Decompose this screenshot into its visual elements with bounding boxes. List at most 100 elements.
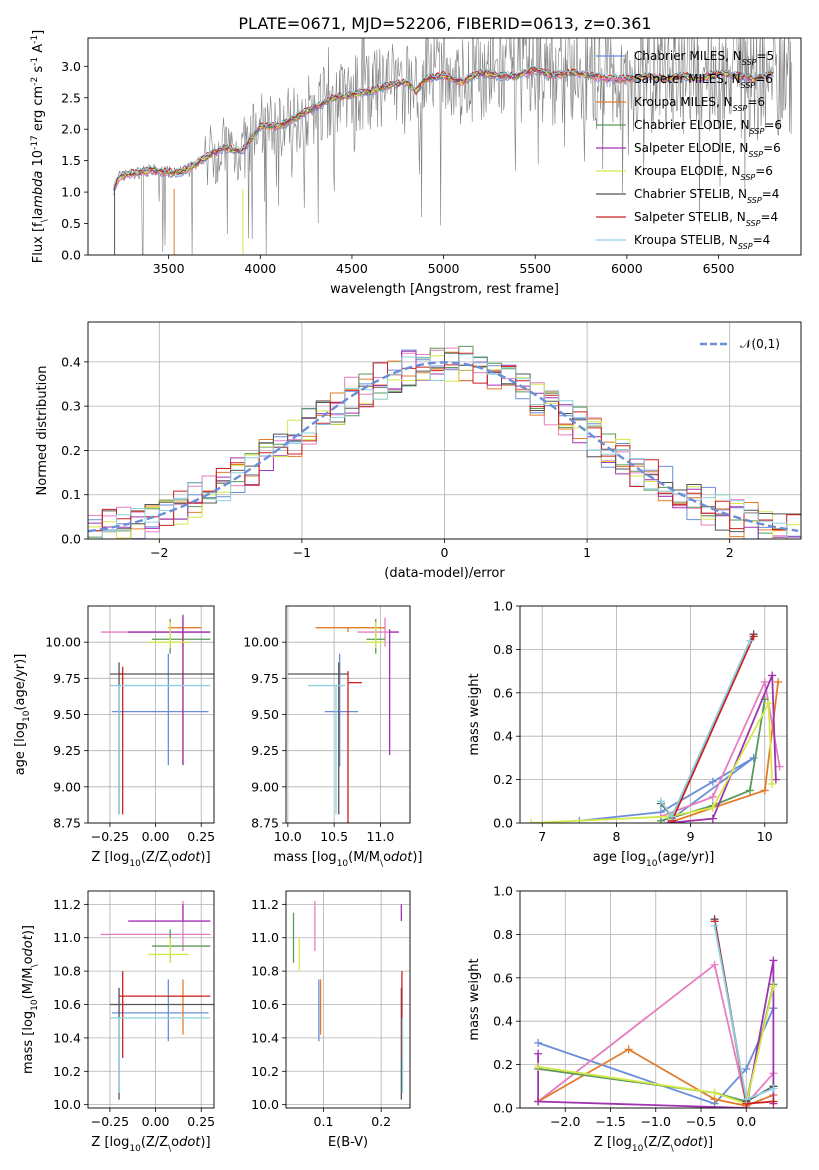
errorbar-point [109, 1017, 211, 1093]
legend-tail: =6 [764, 118, 782, 132]
errorbar-point [148, 621, 189, 648]
plot-area [88, 345, 801, 539]
errorbar-point [388, 629, 399, 756]
y-tick-label: 10.0 [53, 1097, 81, 1112]
axes-frame [87, 321, 802, 540]
weight-series [660, 640, 751, 819]
legend-sub: SSP [741, 81, 756, 90]
weight-marker [769, 1097, 778, 1106]
x-axis-label: Z [log10(Z/Z\odot)] [91, 850, 210, 869]
plot-area [100, 614, 214, 815]
x-tick-label: 0 [441, 545, 449, 560]
weight-series [537, 963, 775, 1106]
y-tick-label: 9.25 [251, 743, 279, 758]
legend-sub: SSP [747, 196, 762, 205]
axes-frame [285, 890, 411, 1109]
y-tick-label: 9.75 [53, 671, 81, 686]
label-part: mass [log [273, 850, 336, 865]
y-tick-label: 0.4 [61, 354, 81, 369]
legend-tail: =4 [762, 187, 780, 201]
weight-marker [745, 636, 754, 645]
y-tick-label: 9.00 [53, 779, 81, 794]
weight-marker [774, 677, 783, 686]
legend-entry: Chabrier MILES, NSSP=5 [634, 49, 774, 67]
label-part: \ [168, 1144, 172, 1154]
y-axis-label: Normed distribution [35, 366, 50, 496]
label-part: (M/M [348, 850, 380, 865]
legend-tail: =6 [747, 95, 765, 109]
y-tick-label: 1.5 [61, 153, 81, 168]
y-tick-label: 9.50 [251, 707, 279, 722]
y-tick-label: 0.4 [493, 729, 513, 744]
label-part: \ [40, 218, 50, 222]
label-part: ambda [31, 171, 46, 216]
label-part: -1 [30, 57, 40, 66]
plot-area [292, 901, 404, 1100]
label-part: (data-model)/error [384, 566, 505, 581]
x-axis-label: mass [log10(M/M\odot)] [273, 850, 422, 869]
y-tick-label: 11.0 [251, 930, 279, 945]
legend-entry: Kroupa MILES, NSSP=6 [634, 95, 765, 113]
y-tick-label: 0.2 [61, 443, 81, 458]
label-part: 10 [31, 150, 46, 171]
errorbar-point [324, 653, 359, 767]
errorbar-point [119, 971, 211, 1058]
x-tick-label: 0.00 [142, 1114, 170, 1129]
weight-marker [534, 1097, 543, 1106]
weight-marker [769, 956, 778, 965]
label-part: dot [391, 850, 413, 865]
errorbar-point [315, 627, 386, 633]
x-axis-label: wavelength [Angstrom, rest frame] [330, 282, 559, 297]
weight-marker [656, 816, 665, 823]
errorbar-point [109, 684, 211, 815]
axes-mass_vs_Z: −0.25 0.00 0.25 10.0 10.2 10.4 10.6 10.8 11.0 11.… [21, 890, 215, 1154]
x-tick-label: −2 [150, 545, 168, 560]
x-tick-label: 4000 [244, 261, 276, 276]
legend-entry: Chabrier ELODIE, NSSP=6 [634, 118, 782, 136]
axes-frame [87, 37, 802, 256]
x-tick-label: 6000 [611, 261, 643, 276]
x-axis-label: (data-model)/error [384, 566, 505, 581]
errorbar-point [168, 627, 202, 766]
label-part: (age/yr)] [13, 654, 28, 711]
label-part: o [674, 1135, 682, 1150]
label-part: mass [log [21, 1011, 36, 1074]
label-part: o [171, 850, 179, 865]
weight-marker [768, 671, 777, 680]
plot-area [534, 915, 778, 1108]
weight-marker [710, 1088, 719, 1097]
label-part: ] [31, 30, 46, 35]
y-tick-label: 10.00 [45, 635, 81, 650]
x-axis-label: Z [log10(Z/Z\odot)] [594, 1135, 713, 1154]
label-part: Flux [f [31, 222, 46, 263]
y-tick-label: 0.6 [493, 970, 513, 985]
x-tick-label: 0.0 [736, 1114, 756, 1129]
axes-mass_vs_ebv: 0.1 0.2 10.0 10.2 10.4 10.6 10.8 11.0 11.2 E(B-V) [251, 890, 411, 1150]
x-tick-label: 3500 [153, 261, 185, 276]
label-part: 10 [30, 999, 40, 1011]
label-part: 𝒩(0,1) [740, 337, 780, 351]
x-tick-label: 0.25 [187, 829, 215, 844]
x-tick-label: 10 [757, 829, 773, 844]
weight-marker [708, 777, 717, 786]
x-tick-label: −2.0 [550, 1114, 580, 1129]
errorbar-point [347, 671, 362, 823]
axes-frame [519, 605, 788, 824]
legend-entry: Salpeter ELODIE, NSSP=6 [634, 141, 781, 159]
histogram-6 [88, 352, 801, 533]
y-tick-label: 10.4 [251, 1030, 279, 1045]
errorbar-point [308, 684, 346, 815]
x-tick-label: 2 [726, 545, 734, 560]
x-tick-label: 0.1 [314, 1114, 334, 1129]
label-part: dot [682, 1135, 704, 1150]
errorbar-point [128, 614, 211, 766]
weight-series [668, 681, 779, 823]
label-part: )] [21, 925, 36, 935]
weight-marker [768, 779, 777, 788]
y-tick-label: 8.75 [53, 816, 81, 831]
y-tick-label: 11.0 [53, 930, 81, 945]
x-tick-label: 11.0 [366, 829, 394, 844]
label-part: (Z/Z [141, 1135, 168, 1150]
x-axis-label: Z [log10(Z/Z\odot)] [91, 1135, 210, 1154]
label-part: mass weight [467, 958, 482, 1040]
